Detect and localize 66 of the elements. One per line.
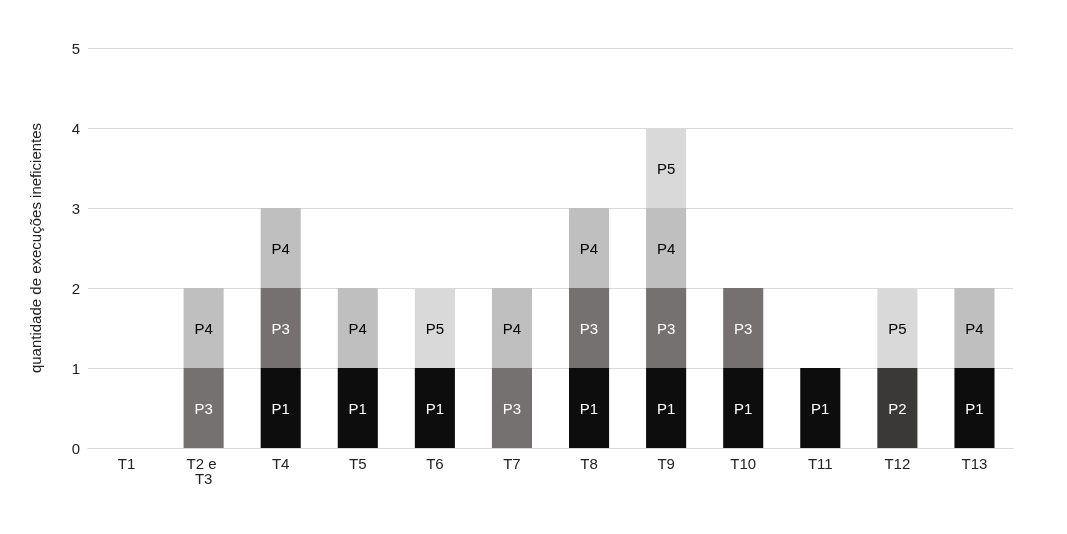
bar: [646, 288, 687, 368]
y-tick-label: 4: [71, 119, 80, 137]
text: P4: [965, 319, 984, 337]
text: P1: [425, 399, 445, 417]
text: P5: [656, 159, 676, 177]
bar: [569, 208, 610, 288]
y-tick-label: 2: [71, 279, 80, 297]
bar: [414, 368, 455, 448]
bar: [646, 208, 687, 288]
series-label: P1: [271, 399, 290, 417]
bar: [723, 368, 764, 448]
text: P1: [965, 399, 984, 417]
text: P1: [656, 399, 676, 417]
x-tick-label: T6: [426, 455, 444, 472]
text: P1: [348, 399, 367, 417]
text: P5: [888, 319, 907, 337]
bar: [491, 288, 532, 368]
text: P1: [734, 399, 753, 417]
y-tick-label: 5: [71, 39, 80, 57]
bar: [954, 288, 995, 368]
text: P3: [656, 319, 676, 337]
y-tick-label: 1: [71, 359, 80, 377]
x-tick-label: T10: [730, 455, 757, 472]
x-tick-label: T12: [884, 455, 911, 472]
text: P4: [502, 319, 522, 337]
x-tick-label: T13: [961, 455, 988, 472]
text: P3: [502, 399, 522, 417]
text: P4: [194, 319, 213, 337]
bar: [337, 288, 378, 368]
x-tick-label: T11: [807, 455, 833, 472]
bar: [877, 368, 918, 448]
text: P3: [734, 319, 753, 337]
bar: [646, 368, 687, 448]
y-tick-label: 3: [71, 199, 80, 217]
series-label: P2: [888, 399, 907, 417]
bar: [569, 368, 610, 448]
x-tick-label: T9: [657, 455, 675, 472]
x-tick-label: T1: [117, 455, 136, 472]
y-tick-label: 0: [71, 439, 80, 457]
bar: [800, 368, 841, 448]
text: P1: [811, 399, 830, 417]
text: P4: [348, 319, 367, 337]
text: P3: [194, 399, 213, 417]
y-axis-title: quantidade de execuções ineficientes: [27, 122, 44, 374]
bar: [954, 368, 995, 448]
bar: [260, 208, 301, 288]
bar: [723, 288, 764, 368]
bar: [337, 368, 378, 448]
bar: [260, 368, 301, 448]
text: P4: [579, 239, 599, 257]
x-tick-label: T2 e T3: [186, 455, 221, 487]
series-label: P4: [271, 239, 290, 257]
bar: [183, 368, 224, 448]
x-tick-label: T5: [349, 455, 367, 472]
series-label: P3: [271, 319, 290, 337]
x-tick-label: T4: [271, 455, 290, 472]
text: P4: [656, 239, 676, 257]
bar: [491, 368, 532, 448]
bar: [569, 288, 610, 368]
bar: [260, 288, 301, 368]
text: P3: [579, 319, 599, 337]
series-label: P5: [425, 319, 445, 337]
text: P1: [579, 399, 599, 417]
x-tick-label: T8: [580, 455, 598, 472]
bar: [183, 288, 224, 368]
x-tick-label: T7: [503, 455, 521, 472]
